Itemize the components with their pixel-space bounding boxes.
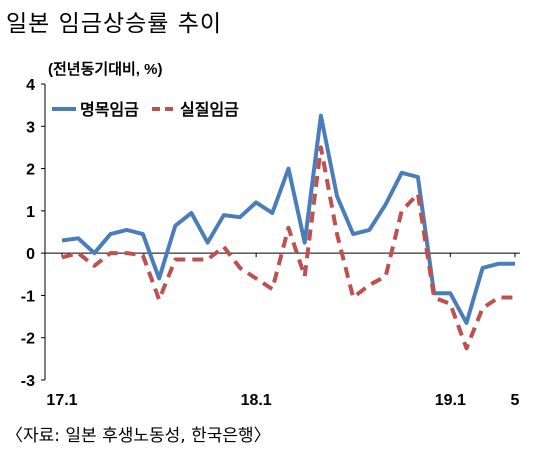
legend-label-1: 명목임금 xyxy=(80,100,139,119)
y-tick-label: 2 xyxy=(26,162,35,179)
y-tick-label: -2 xyxy=(21,331,35,348)
y-tick-label: 1 xyxy=(26,204,35,221)
series-line-1 xyxy=(61,113,515,325)
series-lines xyxy=(61,113,515,351)
y-tick-labels: -3 -2 -1 0 1 2 3 4 xyxy=(21,77,35,390)
legend: 명목임금 실질임금 xyxy=(52,100,239,119)
unit-label: (전년동기대비, %) xyxy=(48,61,162,78)
series-line-2 xyxy=(61,145,515,351)
y-tick-label: 3 xyxy=(26,119,35,136)
y-tick-label: 0 xyxy=(26,246,35,263)
legend-label-2: 실질임금 xyxy=(180,100,239,119)
x-tick-label: 17.1 xyxy=(46,392,77,409)
x-tick-labels: 17.1 18.1 19.1 5 xyxy=(46,392,519,409)
y-tick-label: 4 xyxy=(26,77,35,94)
y-tick-label: -1 xyxy=(21,288,35,305)
x-tick-label: 18.1 xyxy=(241,392,272,409)
x-tick-label: 19.1 xyxy=(435,392,466,409)
source-note: 〈자료: 일본 후생노동성, 한국은행〉 xyxy=(6,426,271,446)
page-title: 일본 임금상승률 추이 xyxy=(6,11,223,37)
x-tick-label: 5 xyxy=(511,392,520,409)
chart-axes xyxy=(41,83,520,381)
y-tick-label: -3 xyxy=(21,373,35,390)
